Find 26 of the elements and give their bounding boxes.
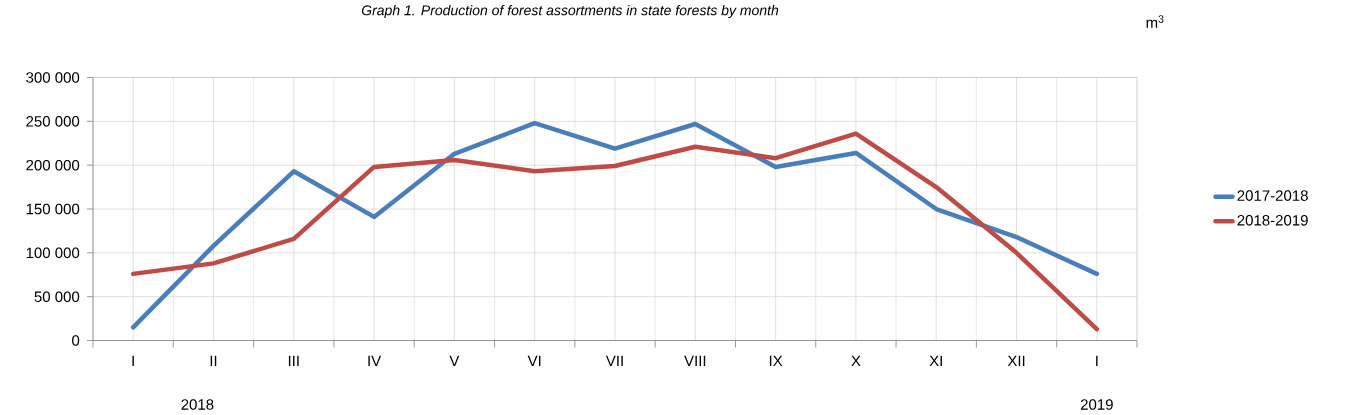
x-tick-label: I: [132, 355, 134, 367]
chart-title: Graph 1. Production of forest assortments in state forests by month: [361, 5, 779, 19]
legend-label: 2018-2019: [1237, 215, 1308, 226]
legend-label: 2017-2018: [1237, 190, 1308, 201]
x-tick-label: V: [449, 355, 460, 367]
y-tick-label: 0: [72, 335, 80, 346]
y-tick-label: 250 000: [26, 116, 80, 127]
x-tick-label: X: [851, 355, 861, 367]
x-tick-label: VIII: [684, 355, 706, 367]
y-tick-label: 50 000: [34, 291, 80, 303]
x-tick-label: III: [288, 355, 299, 367]
y-tick-label: 150 000: [26, 203, 80, 215]
x-tick-label: VII: [605, 355, 623, 367]
y-tick-label: 300 000: [26, 72, 80, 83]
x-tick-label: VI: [527, 355, 541, 367]
x-tick-label: II: [210, 355, 217, 367]
text: 2019: [1080, 399, 1113, 410]
x-tick-label: IX: [769, 355, 783, 367]
y-tick-label: 200 000: [26, 159, 80, 171]
y-axis-title: m$^{3}$: [1146, 15, 1164, 28]
text: 2018: [181, 399, 214, 410]
x-tick-label: XII: [1007, 355, 1025, 367]
y-tick-label: 100 000: [26, 247, 80, 259]
x-tick-label: XI: [929, 355, 942, 367]
x-tick-label: IV: [368, 355, 382, 367]
x-tick-label: I: [1096, 355, 1098, 367]
